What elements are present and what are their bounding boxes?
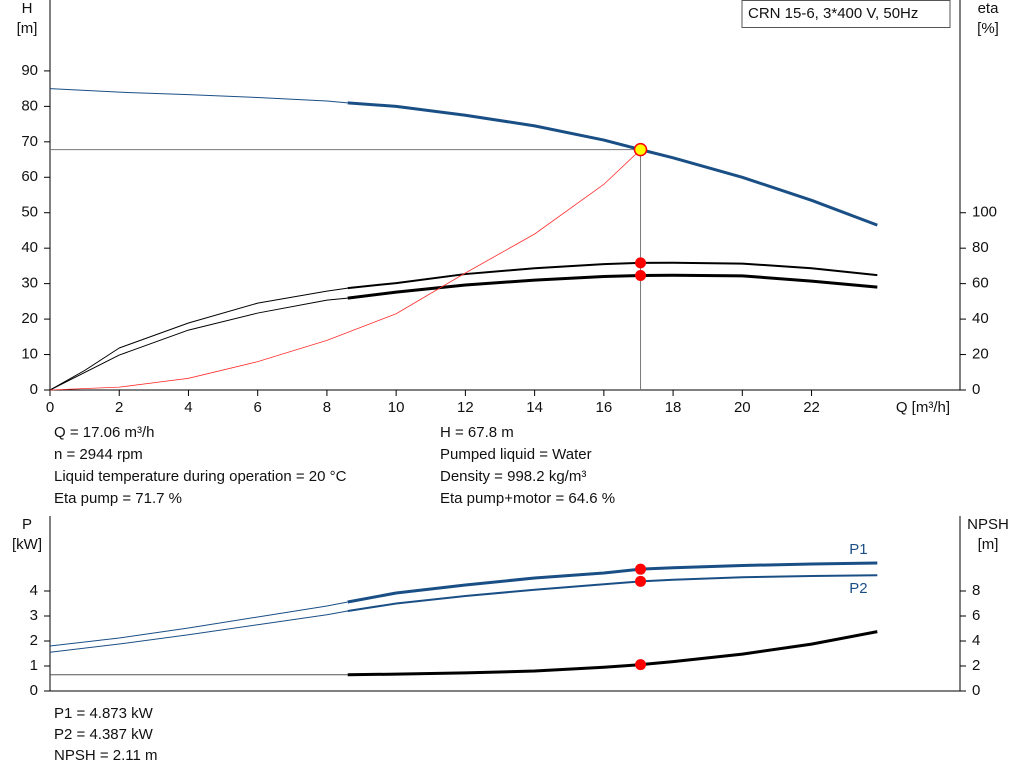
y-tick-label: 1 (30, 657, 38, 674)
curve (347, 273, 878, 300)
curve (347, 561, 878, 604)
info-text: P1 = 4.873 kW (54, 705, 154, 722)
y-tick-label: 50 (21, 204, 38, 221)
info-text: P2 = 4.387 kW (54, 726, 154, 743)
info-text: NPSH = 2.11 m (54, 747, 158, 764)
y-tick-label: 90 (21, 62, 38, 79)
y-tick-label: 70 (21, 133, 38, 150)
y-axis-label: [m] (17, 20, 38, 37)
curve (49, 297, 348, 391)
operating-point (635, 563, 647, 575)
y-axis-label: H (22, 0, 33, 17)
y2-axis-label: eta (978, 0, 1000, 17)
info-text: Liquid temperature during operation = 20… (54, 468, 347, 485)
x-tick-label: 10 (388, 399, 405, 416)
y2-axis-label: NPSH (967, 516, 1009, 533)
series-label: P2 (849, 580, 867, 597)
y-tick-label: 3 (30, 607, 38, 624)
info-text: n = 2944 rpm (54, 446, 143, 463)
curve (49, 601, 348, 647)
x-tick-label: 22 (803, 399, 820, 416)
operating-point (633, 142, 648, 157)
info-text: Q = 17.06 m³/h (54, 424, 154, 441)
curve (347, 630, 878, 677)
y2-tick-label: 40 (972, 310, 989, 327)
y2-tick-label: 4 (972, 632, 980, 649)
curve (347, 101, 878, 227)
info-text: Eta pump+motor = 64.6 % (440, 490, 615, 507)
title-box (741, 0, 951, 28)
y2-tick-label: 8 (972, 582, 980, 599)
curve (49, 287, 348, 391)
y2-tick-label: 2 (972, 657, 980, 674)
curve (49, 610, 348, 653)
x-tick-label: 6 (254, 399, 262, 416)
x-tick-label: 2 (115, 399, 123, 416)
y2-axis-label: [%] (977, 20, 999, 37)
x-tick-label: 4 (184, 399, 192, 416)
x-tick-label: 8 (323, 399, 331, 416)
y-tick-label: 30 (21, 275, 38, 292)
x-tick-label: 12 (457, 399, 474, 416)
info-text: Pumped liquid = Water (440, 446, 592, 463)
y2-tick-label: 60 (972, 275, 989, 292)
info-text: Density = 998.2 kg/m³ (440, 468, 586, 485)
y-tick-label: 40 (21, 239, 38, 256)
operating-point (635, 659, 647, 671)
operating-point (635, 269, 647, 281)
y-tick-label: 4 (30, 582, 38, 599)
y-tick-label: 0 (30, 682, 38, 699)
y-axis-label: [kW] (12, 536, 42, 553)
curve (347, 574, 878, 612)
x-axis-label: Q [m³/h] (896, 399, 950, 416)
operating-point (635, 575, 647, 587)
y-tick-label: 60 (21, 168, 38, 185)
y2-tick-label: 80 (972, 239, 989, 256)
y-tick-label: 20 (21, 310, 38, 327)
y-tick-label: 10 (21, 346, 38, 363)
y-tick-label: 0 (30, 381, 38, 398)
curve (49, 88, 348, 104)
y2-tick-label: 20 (972, 346, 989, 363)
x-tick-label: 20 (734, 399, 751, 416)
y-tick-label: 80 (21, 97, 38, 114)
curve (49, 149, 641, 391)
curve (347, 261, 878, 290)
operating-point (635, 257, 647, 269)
y2-tick-label: 0 (972, 682, 980, 699)
y2-tick-label: 100 (972, 204, 997, 221)
info-text: Eta pump = 71.7 % (54, 490, 182, 507)
chart-title: CRN 15-6, 3*400 V, 50Hz (748, 5, 918, 22)
y2-axis-label: [m] (978, 536, 999, 553)
series-label: P1 (849, 541, 867, 558)
x-tick-label: 14 (526, 399, 543, 416)
y2-tick-label: 0 (972, 381, 980, 398)
x-tick-label: 16 (596, 399, 613, 416)
info-text: H = 67.8 m (440, 424, 514, 441)
y-axis-label: P (22, 516, 32, 533)
y2-tick-label: 6 (972, 607, 980, 624)
y-tick-label: 2 (30, 632, 38, 649)
x-tick-label: 18 (665, 399, 682, 416)
x-tick-label: 0 (46, 399, 54, 416)
